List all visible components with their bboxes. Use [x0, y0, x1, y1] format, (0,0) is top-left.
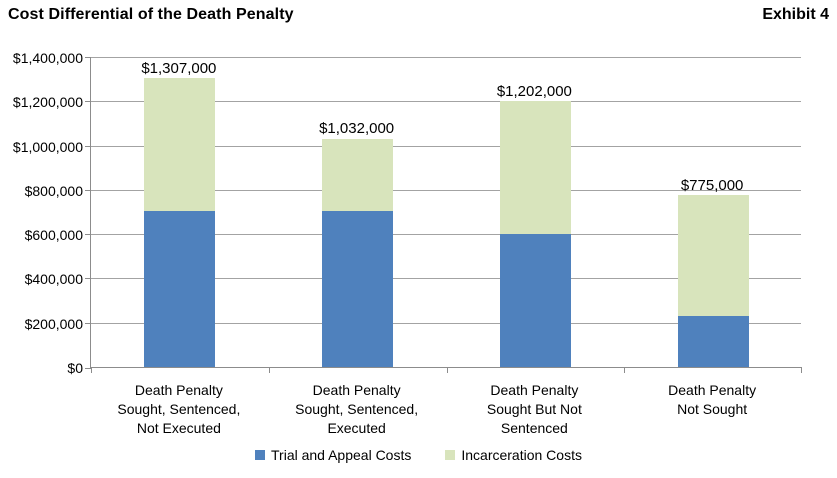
- x-axis-tick: [269, 367, 270, 373]
- x-category-label-line: Not Executed: [136, 420, 221, 436]
- exhibit-label: Exhibit 4: [762, 6, 829, 23]
- x-category-label-line: Death Penalty: [668, 382, 757, 398]
- y-tick-label: $400,000: [24, 271, 83, 288]
- gridline: [91, 234, 801, 236]
- legend-label: Trial and Appeal Costs: [271, 447, 412, 463]
- x-axis-tick: [801, 367, 802, 373]
- bar-segment-incarceration: [677, 195, 749, 317]
- bar-total-label: $775,000: [680, 177, 744, 195]
- y-tick-label: $200,000: [24, 315, 83, 332]
- x-category-label-line: Death Penalty: [490, 382, 579, 398]
- y-axis-tick: [85, 234, 91, 236]
- y-tick-label: $600,000: [24, 227, 83, 244]
- gridline: [91, 145, 801, 147]
- x-category-label-line: Sought But Not: [486, 401, 582, 417]
- bar-total-label: $1,202,000: [496, 82, 572, 100]
- y-tick-label: $1,200,000: [12, 94, 83, 111]
- x-category-label-line: Death Penalty: [134, 382, 223, 398]
- bar-segment-incarceration: [322, 138, 394, 211]
- legend: Trial and Appeal Costs Incarceration Cost…: [0, 447, 837, 463]
- bar-segment-incarceration: [144, 77, 216, 211]
- x-category-label-line: Sought, Sentenced,: [295, 401, 419, 417]
- y-tick-label: $800,000: [24, 182, 83, 199]
- y-axis-tick: [85, 189, 91, 191]
- x-axis-tick: [447, 367, 448, 373]
- gridline: [91, 189, 801, 191]
- x-axis-tick: [91, 367, 92, 373]
- bar-total-label: $1,032,000: [319, 120, 395, 138]
- y-axis-tick: [85, 322, 91, 324]
- x-category-label: Death Penalty Sought But Not Sentenced: [446, 381, 622, 438]
- x-category-label: Death Penalty Sought, Sentenced, Executed: [269, 381, 445, 438]
- bar-segment-trial-appeal: [144, 210, 216, 367]
- legend-swatch-icon: [255, 450, 266, 460]
- legend-swatch-icon: [445, 450, 456, 460]
- plot-area: [85, 57, 802, 373]
- y-tick-label: $0: [67, 360, 83, 376]
- legend-item-trial-appeal: Trial and Appeal Costs: [255, 447, 411, 463]
- x-category-label-line: Sentenced: [500, 420, 568, 436]
- legend-item-incarceration: Incarceration Costs: [445, 447, 582, 463]
- bar-total-label: $1,307,000: [141, 59, 217, 77]
- bar-segment-incarceration: [499, 100, 571, 235]
- y-axis-tick: [85, 57, 91, 58]
- bar-segment-trial-appeal: [322, 210, 394, 367]
- y-axis-tick: [85, 368, 91, 369]
- gridline: [91, 322, 801, 324]
- x-category-label-line: Death Penalty: [312, 382, 401, 398]
- y-axis-tick: [85, 101, 91, 103]
- y-tick-label: $1,400,000: [12, 50, 83, 66]
- x-axis-tick: [624, 367, 625, 373]
- x-axis-labels: Death Penalty Sought, Sentenced, Not Execu…: [0, 381, 837, 443]
- x-category-label: Death Penalty Sought, Sentenced, Not Execu…: [91, 381, 267, 438]
- y-axis-tick: [85, 278, 91, 280]
- bar-segment-trial-appeal: [499, 234, 571, 367]
- legend-label: Incarceration Costs: [461, 447, 582, 463]
- x-category-label-line: Executed: [327, 420, 386, 436]
- x-category-label-line: Sought, Sentenced,: [117, 401, 241, 417]
- bar-segment-trial-appeal: [677, 316, 749, 367]
- y-axis-tick: [85, 145, 91, 147]
- gridline: [91, 278, 801, 280]
- chart-title: Cost Differential of the Death Penalty: [8, 6, 294, 23]
- y-tick-label: $1,000,000: [12, 138, 83, 155]
- gridline: [91, 101, 801, 103]
- x-category-label: Death Penalty Not Sought: [624, 381, 800, 419]
- gridline: [91, 57, 801, 58]
- x-category-label-line: Not Sought: [677, 401, 748, 417]
